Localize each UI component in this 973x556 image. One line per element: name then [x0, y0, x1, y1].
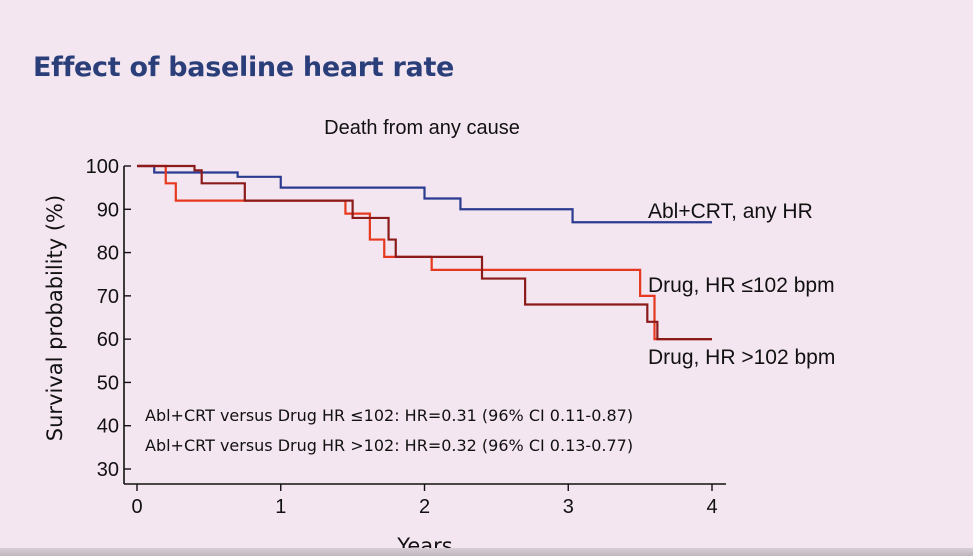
series-labels: Abl+CRT, any HR Drug, HR ≤102 bpm Drug, HR…: [648, 200, 835, 369]
y-tick-label: 60: [97, 329, 119, 351]
y-axis-label: Survival probability (%): [43, 195, 67, 441]
chart-title: Death from any cause: [324, 117, 520, 139]
y-tick-label: 50: [97, 372, 119, 394]
footer-bar: [0, 548, 973, 556]
y-tick-label: 80: [97, 243, 119, 265]
annotation-2: Abl+CRT versus Drug HR >102: HR=0.32 (96…: [145, 436, 633, 455]
y-tick-label: 90: [97, 199, 119, 221]
annotation-1: Abl+CRT versus Drug HR ≤102: HR=0.31 (96…: [145, 406, 633, 425]
x-tick-label: 1: [275, 496, 286, 518]
series-line-3: [137, 164, 712, 341]
series-line-2: [137, 164, 712, 341]
slide-title: Effect of baseline heart rate: [33, 52, 455, 83]
x-tick-label: 0: [131, 496, 142, 518]
y-tick-label: 30: [97, 459, 119, 481]
hazard-ratio-annotations: Abl+CRT versus Drug HR ≤102: HR=0.31 (96…: [145, 406, 633, 455]
axes: 30 40 50 60 70 80 90 100 0 1 2 3 4: [86, 156, 726, 518]
x-tick-label: 2: [419, 496, 430, 518]
series-label-2: Drug, HR ≤102 bpm: [648, 274, 835, 297]
x-tick-label: 3: [563, 496, 574, 518]
series-label-1: Abl+CRT, any HR: [648, 200, 813, 223]
series-lines: [137, 164, 712, 341]
series-label-3: Drug, HR >102 bpm: [648, 346, 835, 369]
series-line-1: [137, 164, 712, 224]
y-tick-label: 100: [86, 156, 119, 178]
x-tick-label: 4: [706, 496, 717, 518]
y-tick-label: 70: [97, 286, 119, 308]
y-tick-label: 40: [97, 416, 119, 438]
